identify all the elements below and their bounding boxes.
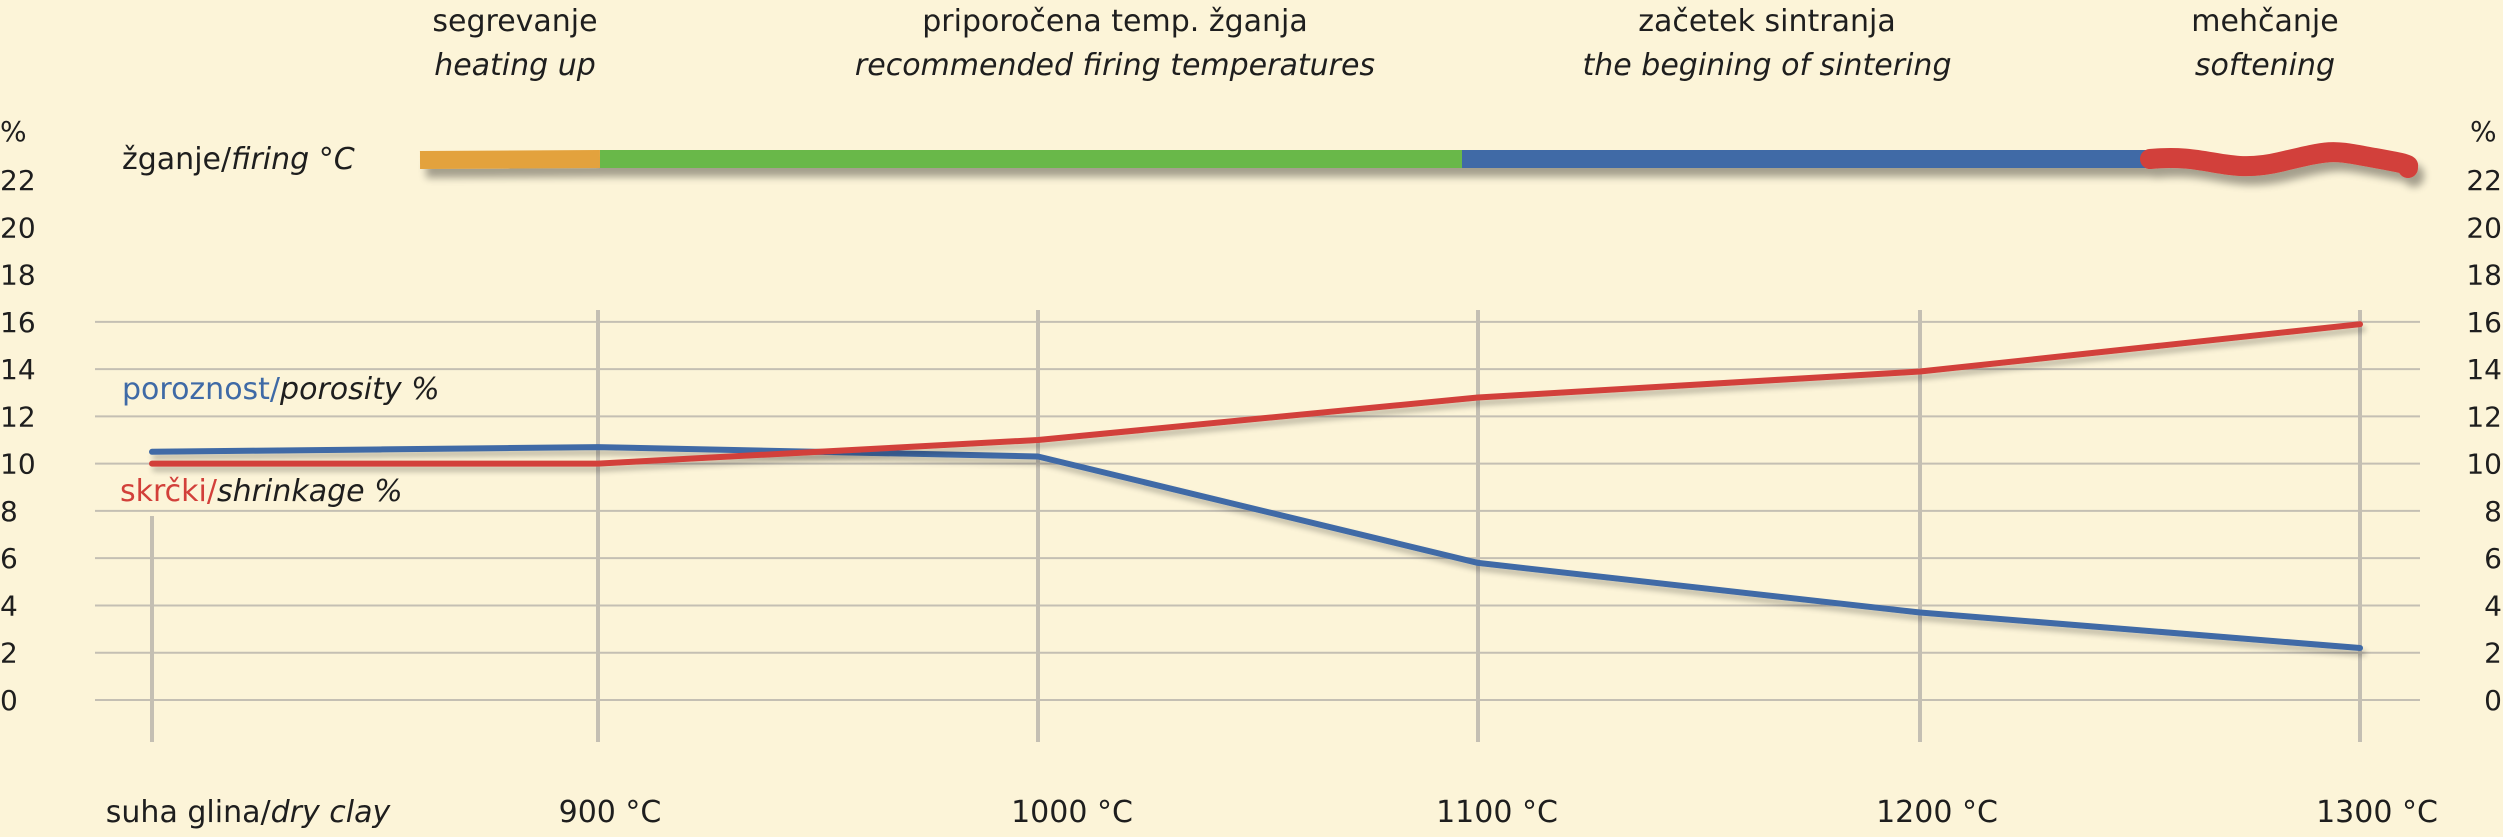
- y-tick-left: 20: [0, 211, 36, 244]
- firing-segment-heating: [419, 150, 601, 169]
- y-tick-left: 0: [0, 684, 18, 717]
- shrinkage-point: [1476, 395, 1480, 400]
- y-tick-left: 14: [0, 353, 36, 386]
- porosity-point: [1036, 454, 1040, 459]
- porosity-point: [1918, 610, 1922, 615]
- firing-label-en: firing °C: [231, 142, 355, 177]
- y-tick-right: 4: [2484, 589, 2502, 622]
- y-tick-left: 12: [0, 400, 36, 433]
- y-tick-right: 2: [2484, 637, 2502, 670]
- x-label-1100: 1100 °C: [1436, 795, 1558, 830]
- phase-heating-sl: segrevanje: [432, 4, 598, 39]
- phase-recommended-sl: priporočena temp. žganja: [922, 4, 1308, 39]
- y-tick-left: 18: [0, 259, 36, 292]
- x-label-1200: 1200 °C: [1876, 795, 1998, 830]
- y-tick-right: 14: [2466, 353, 2502, 386]
- phase-sintering-sl: začetek sintranja: [1638, 4, 1896, 39]
- porosity-point: [150, 449, 154, 454]
- phase-softening-en: softening: [2194, 47, 2336, 83]
- y-tick-right: 6: [2484, 542, 2502, 575]
- y-tick-left: 16: [0, 306, 36, 339]
- y-tick-right: 22: [2466, 164, 2502, 197]
- y-tick-left: 22: [0, 164, 36, 197]
- shrinkage-label-en: shrinkage %: [217, 474, 403, 509]
- category-lines: [150, 310, 2362, 742]
- shrinkage-label-sl: skrčki/: [120, 474, 217, 509]
- shrinkage-point: [596, 461, 600, 466]
- y-tick-right: 20: [2466, 211, 2502, 244]
- y-tick-left: 6: [0, 542, 18, 575]
- shrinkage-point: [150, 461, 154, 466]
- y-tick-right: 12: [2466, 400, 2502, 433]
- shrinkage-point: [1918, 369, 1922, 374]
- shrinkage-point: [2358, 322, 2362, 327]
- x-label-dry-clay-en: dry clay: [270, 795, 391, 830]
- y-unit-left: %: [0, 115, 27, 148]
- porosity-label-sl: poroznost/: [122, 372, 281, 407]
- firing-label: žganje/firing °C: [122, 142, 355, 177]
- porosity-point: [596, 445, 600, 450]
- y-tick-right: 16: [2466, 306, 2502, 339]
- y-tick-left: 10: [0, 448, 36, 481]
- y-tick-left: 8: [0, 495, 18, 528]
- firing-segment-softening: [2140, 142, 2419, 178]
- phase-softening-sl: mehčanje: [2191, 4, 2339, 39]
- shrinkage-line: [149, 321, 2363, 467]
- phase-recommended-en: recommended firing temperatures: [854, 47, 1376, 83]
- phase-softening: mehčanje softening: [1915, 0, 2503, 87]
- phase-heating: segrevanje heating up: [165, 0, 865, 87]
- phase-sintering-en: the begining of sintering: [1582, 47, 1952, 83]
- x-label-dry-clay: suha glina/dry clay: [106, 795, 390, 830]
- porosity-label: poroznost/porosity %: [122, 372, 440, 407]
- porosity-point: [2358, 646, 2362, 650]
- firing-label-sl: žganje/: [122, 142, 232, 177]
- firing-bar: [419, 142, 2419, 178]
- x-label-dry-clay-sl: suha glina/: [105, 795, 271, 830]
- y-tick-right: 10: [2466, 448, 2502, 481]
- y-tick-right: 0: [2484, 684, 2502, 717]
- phase-recommended: priporočena temp. žganja recommended fir…: [765, 0, 1465, 87]
- x-label-1000: 1000 °C: [1011, 795, 1133, 830]
- y-tick-right: 18: [2466, 259, 2502, 292]
- y-tick-right: 8: [2484, 495, 2502, 528]
- porosity-label-en: porosity %: [280, 372, 440, 407]
- x-label-900: 900 °C: [558, 795, 662, 830]
- x-label-1300: 1300 °C: [2316, 795, 2438, 830]
- shrinkage-point: [1036, 438, 1040, 442]
- shrinkage-label: skrčki/shrinkage %: [120, 474, 403, 509]
- porosity-point: [1476, 560, 1480, 565]
- y-unit-right: %: [2470, 115, 2497, 148]
- y-tick-left: 4: [0, 589, 18, 622]
- porosity-line: [149, 444, 2363, 651]
- y-tick-left: 2: [0, 637, 18, 670]
- phase-sintering: začetek sintranja the begining of sinter…: [1417, 0, 2117, 87]
- phase-heating-en: heating up: [434, 47, 596, 83]
- gridlines: [95, 320, 2420, 701]
